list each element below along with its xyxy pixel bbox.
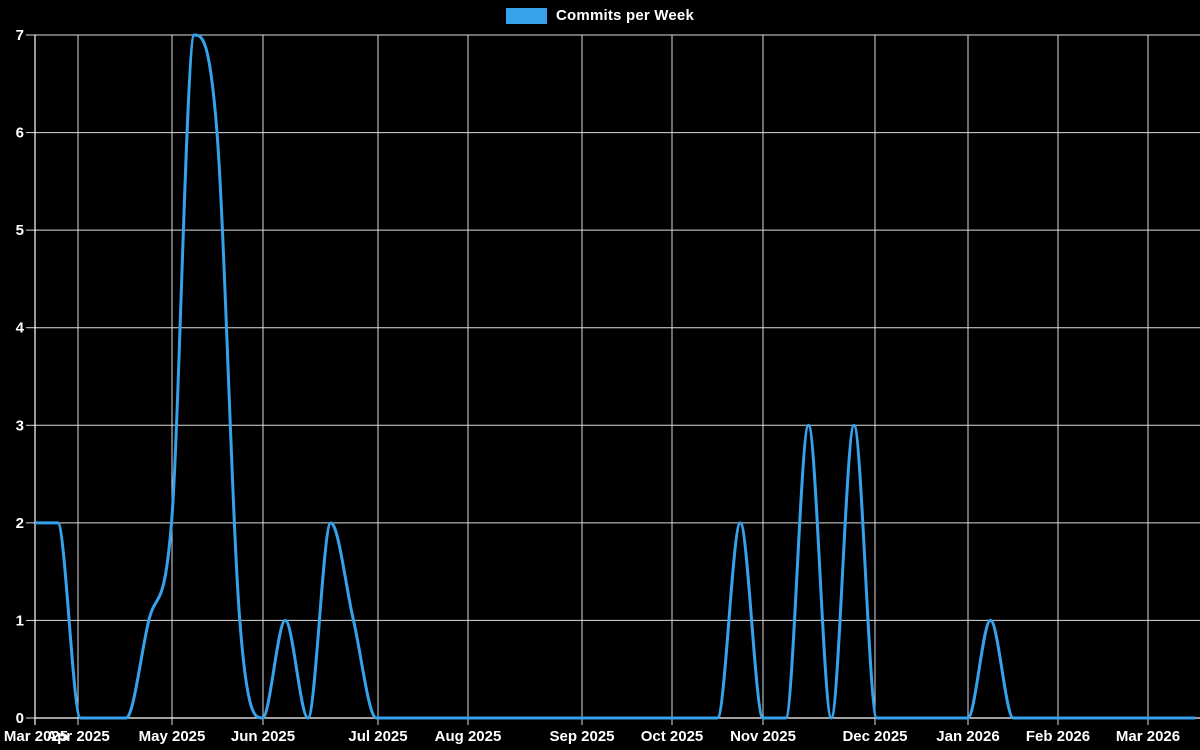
x-tick-label: Jan 2026 (936, 728, 999, 745)
x-tick-label: Oct 2025 (641, 728, 704, 745)
y-tick-label: 5 (16, 222, 24, 239)
legend-swatch (506, 7, 548, 24)
x-tick-label: Dec 2025 (842, 728, 907, 745)
y-tick-label: 6 (16, 125, 24, 142)
y-tick-label: 0 (16, 710, 24, 727)
x-tick-label: Jun 2025 (231, 728, 295, 745)
y-tick-label: 2 (16, 515, 24, 532)
x-tick-label: Mar 2026 (1116, 728, 1180, 745)
y-tick-label: 3 (16, 417, 24, 434)
x-tick-label: May 2025 (139, 728, 206, 745)
x-tick-label: Jul 2025 (348, 728, 407, 745)
x-tick-label: Mar 2025 (4, 728, 68, 745)
y-tick-label: 4 (16, 320, 25, 337)
x-tick-label: Aug 2025 (435, 728, 502, 745)
x-tick-label: Feb 2026 (1026, 728, 1090, 745)
legend-label: Commits per Week (556, 7, 694, 24)
x-tick-label: Nov 2025 (730, 728, 796, 745)
x-tick-label: Sep 2025 (549, 728, 614, 745)
x-tick-label: Apr 2025 (46, 728, 109, 745)
y-tick-label: 7 (16, 27, 24, 44)
commits-line-series (35, 33, 1196, 720)
y-tick-label: 1 (16, 612, 24, 629)
chart-legend[interactable]: Commits per Week (0, 7, 1200, 24)
